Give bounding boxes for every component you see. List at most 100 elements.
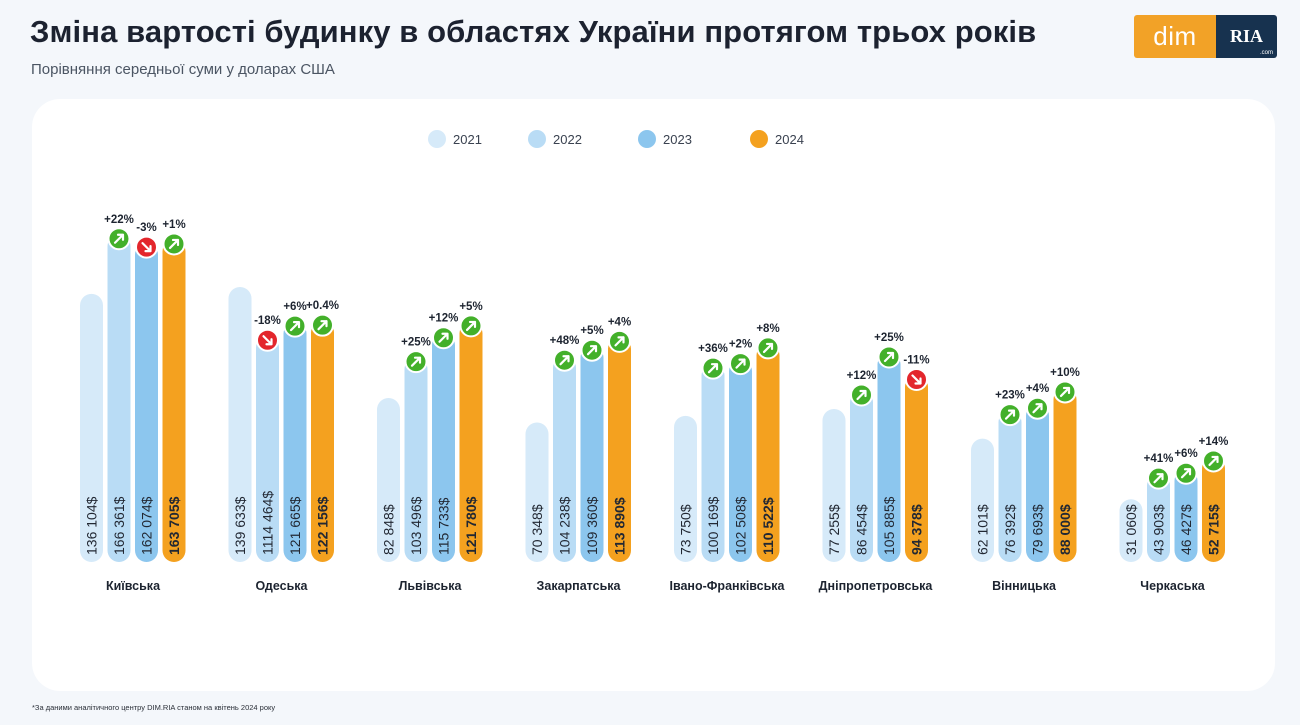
value-label-2021-6: 62 101$ — [975, 504, 991, 555]
change-label-5-1: +25% — [874, 332, 904, 344]
change-label-2-2: +5% — [459, 301, 482, 313]
bar-2021-4 — [674, 415, 697, 562]
bar-2024-7 — [1202, 456, 1225, 562]
bar-2023-2 — [432, 333, 455, 562]
change-label-6-2: +10% — [1050, 367, 1080, 379]
change-label-4-0: +36% — [698, 343, 728, 355]
bar-2023-6 — [1026, 404, 1049, 562]
change-label-6-1: +4% — [1026, 383, 1049, 395]
logo-ria-domain: .com — [1259, 50, 1273, 56]
arrow-glyph-5-0 — [856, 389, 867, 401]
change-label-5-2: -11% — [903, 354, 929, 366]
change-label-4-2: +8% — [756, 323, 779, 335]
change-label-4-1: +2% — [729, 339, 752, 351]
category-label-0: Київська — [106, 579, 161, 593]
category-label-7: Черкаська — [1140, 579, 1205, 593]
logo-ria-text: RIA — [1229, 26, 1263, 46]
legend-marker-2023 — [638, 130, 656, 148]
logo-ria: RIA .com — [1216, 15, 1277, 58]
value-label-2023-4: 102 508$ — [733, 496, 749, 555]
value-label-2022-1: 1114 464$ — [260, 491, 276, 555]
change-label-3-0: +48% — [550, 335, 580, 347]
arrow-glyph-2-1 — [438, 332, 449, 343]
legend-label-2021: 2021 — [453, 132, 482, 147]
value-label-2021-4: 73 750$ — [678, 504, 694, 555]
chart-subtitle: Порівняння середньої суми у доларах США — [31, 61, 335, 78]
value-label-2021-1: 139 633$ — [232, 496, 248, 555]
change-label-7-2: +14% — [1199, 436, 1229, 448]
footnote: *За даними аналітичного центру DIM.RIA с… — [32, 703, 276, 712]
bar-2021-3 — [525, 422, 549, 562]
arrow-glyph-6-2 — [1059, 386, 1071, 398]
arrow-glyph-4-2 — [762, 342, 774, 354]
bar-2023-5 — [877, 352, 901, 562]
change-label-1-1: +6% — [283, 301, 306, 313]
value-label-2022-7: 43 903$ — [1151, 504, 1167, 555]
bar-2022-1 — [256, 336, 279, 562]
bar-2022-5 — [850, 390, 873, 562]
arrow-glyph-2-0 — [410, 356, 422, 367]
value-label-2022-3: 104 238$ — [557, 496, 573, 555]
value-label-2022-4: 100 169$ — [705, 496, 721, 555]
dim-ria-logo: dim RIA .com — [1134, 15, 1277, 58]
change-label-2-0: +25% — [401, 337, 431, 349]
value-label-2023-0: 162 074$ — [139, 496, 155, 555]
bar-2023-4 — [729, 359, 752, 562]
bar-2021-1 — [228, 287, 252, 562]
value-label-2023-5: 105 885$ — [881, 496, 897, 555]
bar-chart: 2021 2022 2023 2024 136 104$ 166 361$ 162 074$… — [80, 130, 1229, 593]
value-label-2022-2: 103 496$ — [408, 496, 424, 555]
value-label-2021-5: 77 255$ — [826, 504, 842, 555]
value-label-2023-7: 46 427$ — [1178, 504, 1194, 555]
change-label-1-0: -18% — [254, 315, 281, 327]
arrow-glyph-4-1 — [735, 358, 746, 369]
value-label-2024-1: 122 156$ — [315, 496, 331, 555]
bar-2022-2 — [404, 357, 428, 562]
change-label-3-2: +4% — [608, 316, 631, 328]
value-label-2024-5: 94 378$ — [909, 504, 925, 555]
change-label-1-2: +0.4% — [306, 300, 339, 312]
bar-2024-2 — [459, 321, 483, 562]
arrow-glyph-1-1 — [289, 321, 301, 332]
legend-marker-2022 — [528, 130, 546, 148]
category-label-3: Закарпатська — [537, 579, 622, 593]
change-label-5-0: +12% — [847, 370, 877, 382]
value-label-2024-6: 88 000$ — [1057, 504, 1073, 555]
bar-2021-6 — [971, 438, 994, 562]
value-label-2021-7: 31 060$ — [1123, 504, 1139, 555]
change-label-7-1: +6% — [1174, 448, 1197, 460]
category-label-5: Дніпропетровська — [819, 579, 934, 593]
bar-2023-0 — [135, 243, 158, 562]
arrow-glyph-3-2 — [614, 336, 625, 347]
change-label-7-0: +41% — [1144, 453, 1174, 465]
chart-card: 2021 2022 2023 2024 136 104$ 166 361$ 162 074$… — [32, 99, 1275, 691]
change-label-0-1: -3% — [136, 222, 156, 234]
bar-2024-6 — [1053, 387, 1077, 562]
value-label-2021-0: 136 104$ — [84, 496, 100, 555]
legend-marker-2024 — [750, 130, 768, 148]
arrow-glyph-3-0 — [559, 355, 570, 366]
arrow-glyph-7-2 — [1208, 455, 1219, 467]
bar-2023-7 — [1174, 469, 1198, 562]
chart-title: Зміна вартості будинку в областях Україн… — [30, 14, 1037, 49]
category-label-2: Львівська — [399, 579, 463, 593]
change-label-3-1: +5% — [580, 325, 603, 337]
bar-2022-4 — [701, 364, 725, 562]
value-label-2023-3: 109 360$ — [584, 496, 600, 555]
bar-2023-3 — [580, 346, 604, 562]
value-label-2022-5: 86 454$ — [854, 504, 870, 555]
bar-2021-2 — [377, 398, 400, 562]
arrow-glyph-5-2 — [911, 374, 922, 385]
legend-label-2022: 2022 — [553, 132, 582, 147]
bar-2024-1 — [311, 321, 334, 562]
arrow-glyph-0-1 — [141, 242, 152, 253]
bar-2024-0 — [162, 239, 186, 562]
value-label-2021-2: 82 848$ — [381, 504, 397, 555]
arrow-glyph-5-1 — [883, 351, 895, 363]
bar-2023-1 — [283, 322, 307, 562]
arrow-glyph-4-0 — [707, 363, 719, 374]
value-label-2024-4: 110 522$ — [760, 497, 776, 555]
value-label-2021-3: 70 348$ — [529, 504, 545, 555]
arrow-glyph-1-0 — [262, 335, 273, 346]
change-label-0-0: +22% — [104, 214, 134, 226]
